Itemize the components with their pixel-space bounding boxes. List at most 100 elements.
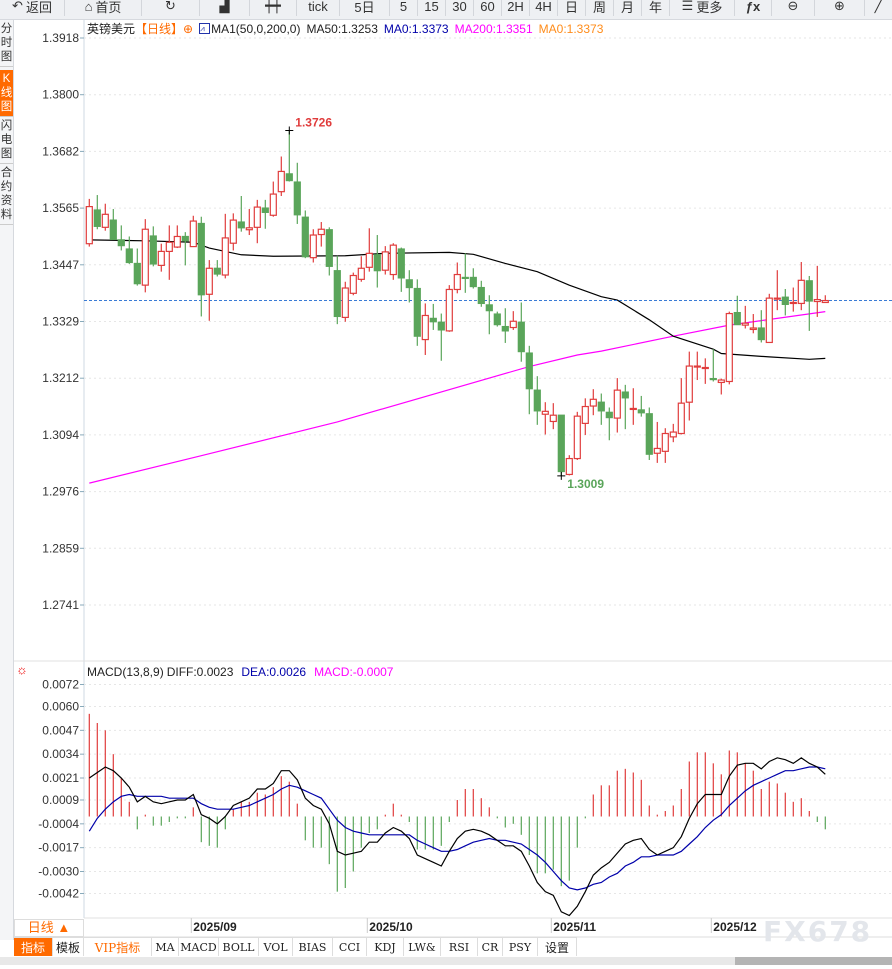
candle-body	[493, 313, 501, 326]
period-week-button[interactable]: 周	[586, 0, 614, 16]
candle	[141, 219, 149, 293]
period-30m-button[interactable]: 30	[446, 0, 474, 16]
candle	[645, 407, 653, 460]
period-5d-button[interactable]: 5日	[340, 0, 390, 16]
candle	[565, 455, 573, 476]
tab-cr[interactable]: CR	[478, 938, 503, 956]
candle	[701, 358, 709, 384]
period-60m-button[interactable]: 60	[474, 0, 502, 16]
candle-body	[589, 398, 597, 407]
candle	[157, 243, 165, 272]
y-tick-label: 1.3800	[42, 88, 79, 102]
tab-ma[interactable]: MA	[152, 938, 179, 956]
tab-rsi[interactable]: RSI	[441, 938, 478, 956]
sidebar-item-timeshare[interactable]: 分时图	[0, 20, 13, 67]
macd-y-tick-label: 0.0021	[42, 771, 79, 785]
period-day-button[interactable]: 日	[558, 0, 586, 16]
tab-templates[interactable]: 模板	[53, 938, 84, 956]
candle-body	[461, 276, 469, 280]
candle	[805, 275, 813, 331]
ma200-value: MA200:1.3351	[454, 21, 533, 36]
scrollbar-thumb[interactable]	[735, 957, 892, 965]
candle	[213, 260, 221, 277]
tab-lw[interactable]: LW&	[404, 938, 441, 956]
bar-chart-button[interactable]: ▟	[200, 0, 250, 16]
candle	[229, 213, 237, 251]
zoom-out-button[interactable]: ⊖	[772, 0, 815, 16]
candle-body	[125, 248, 133, 264]
toolbar: ↶ 返回 ⌂ 首页 ↻ ▟ ┿┿ tick 5日 5 15 30 60 2H 4H …	[0, 0, 892, 20]
candle	[757, 310, 765, 343]
pen-button[interactable]: ╱	[865, 0, 892, 16]
candle	[197, 216, 205, 317]
ma50-value: MA50:1.3253	[306, 21, 378, 36]
zoom-in-button[interactable]: ⊕	[815, 0, 865, 16]
tab-cci[interactable]: CCI	[333, 938, 367, 956]
candle	[373, 235, 381, 288]
period-month-button[interactable]: 月	[614, 0, 642, 16]
candle-body	[725, 312, 733, 383]
candle	[693, 351, 701, 381]
candle-body	[773, 297, 781, 300]
indicator-settings-icon[interactable]: ☼	[16, 662, 28, 677]
candle-body	[165, 241, 173, 253]
candle	[653, 421, 661, 463]
candle-body	[437, 321, 445, 331]
candle-body	[533, 389, 541, 412]
tab-psy[interactable]: PSY	[503, 938, 538, 956]
sidebar-item-flash[interactable]: 闪电图	[0, 117, 13, 164]
period-15m-button[interactable]: 15	[418, 0, 446, 16]
candle	[173, 225, 181, 249]
candle	[597, 393, 605, 425]
candle	[317, 222, 325, 247]
y-tick-label: 1.2741	[42, 598, 79, 612]
candle-body	[445, 288, 453, 332]
candle	[677, 378, 685, 435]
period-2h-button[interactable]: 2H	[502, 0, 530, 16]
x-tick-label: 2025/09	[193, 920, 237, 934]
candle-body	[109, 219, 117, 240]
tab-vol[interactable]: VOL	[259, 938, 293, 956]
candle-body	[733, 311, 741, 326]
back-button[interactable]: ↶ 返回	[0, 0, 65, 16]
period-4h-button[interactable]: 4H	[530, 0, 558, 16]
candle	[533, 376, 541, 425]
candle-body	[293, 181, 301, 216]
candle-body	[389, 244, 397, 276]
candle-body	[805, 280, 813, 302]
more-button[interactable]: ☰ 更多	[670, 0, 735, 16]
tab-vip-indicators[interactable]: VIP指标	[84, 938, 152, 956]
indicator-icon[interactable]: ⩘	[199, 23, 211, 34]
tab-bias[interactable]: BIAS	[293, 938, 333, 956]
tab-settings[interactable]: 设置	[538, 938, 577, 956]
tab-macd[interactable]: MACD	[179, 938, 219, 956]
function-button[interactable]: ƒx	[735, 0, 772, 16]
tick-button[interactable]: tick	[297, 0, 340, 16]
home-button[interactable]: ⌂ 首页	[65, 0, 142, 16]
period-5m-button[interactable]: 5	[390, 0, 418, 16]
candle-body	[157, 250, 165, 266]
macd-y-tick-label: 0.0072	[42, 678, 79, 692]
candle	[781, 288, 789, 316]
candle-body	[717, 379, 725, 384]
candlestick-button[interactable]: ┿┿	[250, 0, 297, 16]
menu-icon: ☰	[681, 0, 694, 13]
candle-body	[221, 237, 229, 276]
candle	[269, 181, 277, 217]
candle	[333, 255, 341, 325]
tab-boll[interactable]: BOLL	[219, 938, 259, 956]
tab-kdj[interactable]: KDJ	[367, 938, 404, 956]
candle	[725, 311, 733, 385]
horizontal-scrollbar[interactable]	[0, 957, 892, 965]
period-year-button[interactable]: 年	[642, 0, 670, 16]
candle	[445, 285, 453, 332]
tab-indicators[interactable]: 指标	[14, 938, 53, 956]
refresh-button[interactable]: ↻	[142, 0, 200, 16]
y-tick-label: 1.3918	[42, 31, 79, 45]
period-selector[interactable]: 日线 ▲	[14, 919, 84, 937]
diff-value: DIFF:0.0023	[166, 665, 234, 679]
sidebar-item-contract-info[interactable]: 合约资料	[0, 164, 13, 225]
settings-icon[interactable]: ⊕	[183, 21, 194, 36]
